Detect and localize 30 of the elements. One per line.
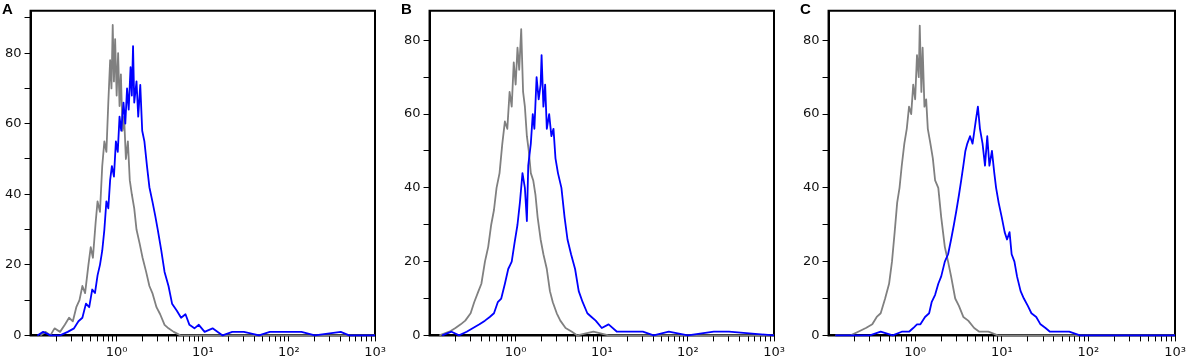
chart-title: A [2, 0, 13, 17]
y-tick-label: 60 [803, 105, 820, 121]
y-tick-label: 0 [412, 326, 421, 342]
x-tick-label: 10⁰ [504, 343, 527, 359]
x-tick-label: 10¹ [191, 343, 214, 359]
x-tick-label: 10² [278, 343, 300, 359]
x-tick-label: 10¹ [590, 343, 613, 359]
y-tick-label: 0 [13, 326, 22, 342]
y-tick-label: 20 [803, 253, 820, 268]
y-tick-label: 80 [404, 31, 421, 47]
y-tick-label: 40 [803, 179, 820, 195]
x-tick-label: 10⁰ [105, 343, 128, 359]
y-tick-label: 60 [5, 115, 22, 131]
y-tick-label: 40 [5, 185, 22, 201]
x-tick-label: 10¹ [990, 343, 1013, 359]
y-tick-label: 20 [404, 253, 421, 268]
y-tick-label: 60 [404, 105, 421, 121]
x-tick-label: 10² [1077, 343, 1100, 359]
x-tick-label: 10⁰ [904, 343, 927, 359]
y-tick-label: 40 [404, 179, 421, 195]
x-tick-label: 10² [677, 343, 699, 359]
x-tick-label: 10³ [763, 343, 785, 359]
y-tick-label: 80 [5, 44, 22, 60]
y-tick-label: 80 [803, 31, 820, 47]
y-tick-label: 20 [5, 256, 22, 272]
y-tick-label: 0 [811, 326, 820, 342]
chart-title: C [800, 0, 811, 17]
x-tick-label: 10³ [1164, 343, 1186, 359]
x-tick-label: 10³ [364, 343, 386, 359]
chart-title: B [401, 0, 412, 17]
